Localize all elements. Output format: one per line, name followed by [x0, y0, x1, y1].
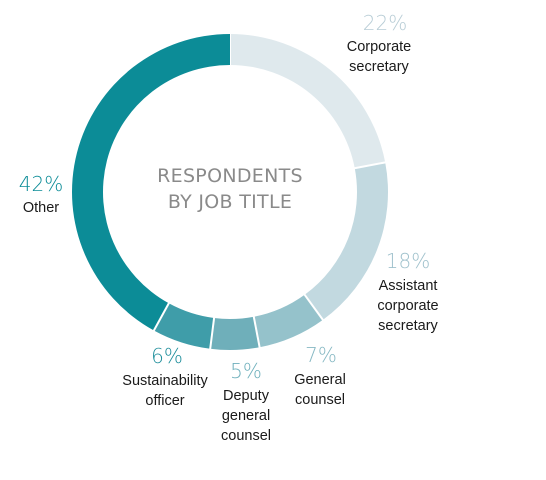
slice-label-3-line-2: counsel — [221, 428, 271, 444]
donut-slice-5 — [72, 34, 230, 331]
donut-slice-2 — [253, 294, 323, 348]
slice-separator-1 — [353, 161, 387, 170]
slice-label-1-line-0: Assistant — [379, 278, 438, 294]
slice-label-2-line-0: General — [294, 372, 346, 388]
chart-title-line-1: RESPONDENTS — [157, 165, 303, 187]
slice-label-5-line-0: Other — [23, 200, 59, 216]
slice-label-1-line-2: secretary — [378, 318, 438, 334]
slice-label-0-line-0: Corporate — [347, 39, 411, 55]
slice-label-4-line-0: Sustainability — [122, 373, 208, 389]
slice-percent-4: 6% — [151, 344, 183, 368]
donut-slice-3 — [210, 316, 260, 350]
donut-slice-4 — [153, 303, 215, 349]
donut-slices — [72, 33, 388, 350]
slice-label-2-line-1: counsel — [295, 392, 345, 408]
slice-separator-4 — [209, 316, 216, 350]
slice-percent-1: 18% — [386, 249, 430, 273]
slice-label-3-line-0: Deputy — [223, 388, 270, 404]
slice-label-3-line-1: general — [222, 408, 270, 424]
slice-percent-3: 5% — [230, 359, 262, 383]
chart-title-line-2: BY JOB TITLE — [168, 191, 292, 213]
slice-label-1-line-1: corporate — [377, 298, 438, 314]
slice-label-4-line-1: officer — [145, 393, 184, 409]
slice-percent-0: 22% — [363, 11, 407, 35]
donut-slice-0 — [230, 34, 386, 169]
slice-separator-3 — [252, 315, 261, 349]
slice-labels: 22% Corporate secretary 18% Assistant corpora… — [19, 11, 439, 444]
slice-separator-5 — [152, 301, 171, 332]
slice-separator-2 — [303, 293, 325, 322]
slice-label-0-line-1: secretary — [349, 59, 409, 75]
donut-slice-1 — [304, 162, 388, 320]
slice-percent-2: 7% — [305, 343, 337, 367]
slice-percent-5: 42% — [19, 172, 63, 196]
